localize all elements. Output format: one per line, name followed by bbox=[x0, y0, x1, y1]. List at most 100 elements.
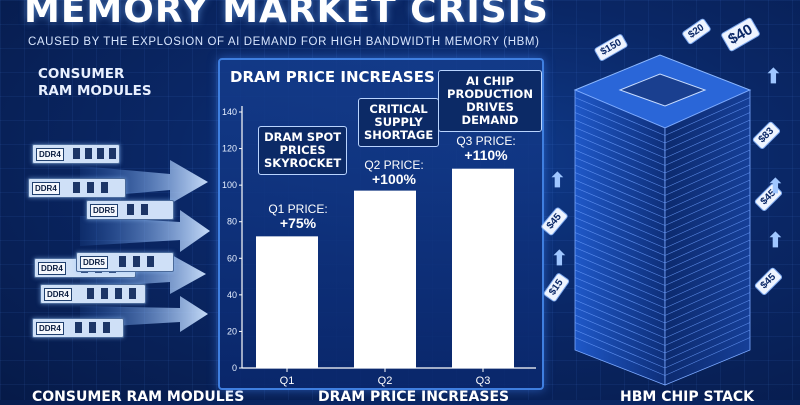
ram-module: DDR4 bbox=[28, 178, 126, 198]
stack-layer-line bbox=[574, 172, 666, 211]
y-tick-label: 100 bbox=[222, 180, 237, 190]
page-title: MEMORY MARKET CRISIS bbox=[24, 0, 549, 31]
stack-layer-line bbox=[664, 149, 751, 189]
consumer-ram-bottom-label: CONSUMER RAM MODULES bbox=[32, 389, 245, 405]
annotation-q2-value: +100% bbox=[372, 171, 416, 187]
ram-chip bbox=[119, 256, 126, 267]
up-arrow-icon: ⬆ bbox=[765, 66, 782, 88]
callout-q3: AI CHIP PRODUCTION DRIVES DEMAND bbox=[438, 70, 542, 132]
stack-layer-line bbox=[574, 262, 666, 301]
stack-layer-line bbox=[664, 239, 751, 279]
stack-layer-line bbox=[664, 142, 751, 181]
stack-layer-line bbox=[574, 292, 666, 331]
ram-module-label: DDR4 bbox=[38, 262, 66, 275]
y-tick-label: 140 bbox=[222, 107, 237, 117]
stack-top-chip bbox=[618, 73, 707, 107]
stack-layer-line bbox=[574, 179, 666, 219]
stack-layer-line bbox=[664, 292, 751, 331]
stack-layer-line bbox=[664, 232, 751, 271]
hbm-chip-stack: $150 $20 $40 $83 $45 $45 $15 $45 ⬆ ⬆ ⬆ ⬆… bbox=[540, 16, 785, 395]
dram-price-chart: 0 20 40 60 80 100 120 140 Q1 Q2 Q3 bbox=[222, 106, 536, 387]
annotation-q2: Q2 PRICE: +100% bbox=[354, 158, 434, 187]
stack-layer-line bbox=[664, 314, 751, 354]
callout-q3-line2: PRODUCTION bbox=[447, 87, 533, 101]
ram-module-label: DDR5 bbox=[80, 256, 108, 269]
callout-q2-line1: CRITICAL bbox=[369, 102, 428, 116]
stack-layer-line bbox=[664, 104, 751, 144]
x-tick-label: Q1 bbox=[280, 375, 295, 387]
page-subtitle: CAUSED BY THE EXPLOSION OF AI DEMAND FOR… bbox=[28, 36, 540, 48]
stack-layer-line bbox=[574, 187, 666, 226]
x-tick-label: Q2 bbox=[378, 375, 393, 387]
stack-front-face bbox=[574, 89, 666, 386]
bar-q3 bbox=[452, 168, 514, 368]
stack-layer-line bbox=[664, 134, 751, 174]
stack-layer-line bbox=[664, 307, 751, 346]
chart-title: DRAM PRICE INCREASES bbox=[230, 68, 435, 86]
stack-layer-line bbox=[574, 307, 666, 346]
chart-bottom-label: DRAM PRICE INCREASES bbox=[318, 389, 510, 405]
stack-layer-line bbox=[664, 337, 751, 376]
y-tick-label: 60 bbox=[227, 253, 237, 263]
consumer-ram-heading-line2: RAM MODULES bbox=[38, 83, 152, 99]
ram-chip bbox=[115, 288, 122, 299]
ram-chip bbox=[103, 322, 110, 333]
stack-layer-line bbox=[574, 149, 666, 189]
stack-layer-line bbox=[574, 202, 666, 241]
stack-layer-line bbox=[664, 254, 751, 294]
ram-module-label: DDR4 bbox=[32, 182, 60, 195]
callout-q1-line1: DRAM SPOT bbox=[264, 130, 342, 144]
consumer-ram-panel: CONSUMER RAM MODULES DDR4 DDR4 DDR5 DD bbox=[20, 56, 210, 386]
stack-layer-line bbox=[574, 164, 666, 204]
stack-layer-line bbox=[664, 284, 751, 324]
stack-layer-line bbox=[574, 232, 666, 271]
stack-layer-line bbox=[574, 97, 666, 136]
stack-side-face bbox=[664, 89, 751, 386]
ram-chip bbox=[89, 322, 96, 333]
stack-layer-line bbox=[574, 217, 666, 256]
stack-layer-line bbox=[574, 134, 666, 174]
y-tick-label: 0 bbox=[232, 363, 237, 373]
ram-chip bbox=[87, 288, 94, 299]
stack-layer-line bbox=[664, 127, 751, 166]
hbm-stack-illustration bbox=[573, 54, 752, 386]
ram-chip bbox=[75, 322, 82, 333]
stack-layer-line bbox=[574, 299, 666, 339]
stack-layer-line bbox=[574, 224, 666, 264]
ram-chip bbox=[87, 182, 94, 193]
ram-chip bbox=[147, 256, 154, 267]
annotation-q3-label: Q3 PRICE: bbox=[456, 134, 516, 148]
stack-layer-line bbox=[664, 119, 751, 159]
stack-layer-line bbox=[574, 314, 666, 354]
ram-chip bbox=[141, 204, 148, 215]
stack-layer-line bbox=[664, 322, 751, 361]
ram-chip bbox=[109, 148, 116, 159]
ram-module: DDR5 bbox=[86, 200, 174, 220]
annotation-q1-label: Q1 PRICE: bbox=[268, 202, 328, 216]
stack-layer-line bbox=[574, 119, 666, 159]
ram-chip bbox=[101, 182, 108, 193]
ram-module-label: DDR4 bbox=[36, 322, 64, 335]
stack-layer-line bbox=[664, 299, 751, 339]
ram-module-label: DDR5 bbox=[90, 204, 118, 217]
stack-layer-line bbox=[574, 127, 666, 166]
stack-layers bbox=[574, 97, 751, 376]
flow-arrow-2 bbox=[80, 210, 210, 252]
ram-chip bbox=[127, 204, 134, 215]
ram-module: DDR4 bbox=[32, 318, 124, 338]
callout-q3-line1: AI CHIP bbox=[466, 74, 514, 88]
callout-q3-line3: DRIVES DEMAND bbox=[461, 100, 519, 127]
consumer-ram-heading-line1: CONSUMER bbox=[38, 66, 125, 82]
callout-q1-line2: PRICES bbox=[279, 143, 326, 157]
stack-layer-line bbox=[664, 277, 751, 316]
stack-layer-line bbox=[664, 112, 751, 151]
stack-layer-line bbox=[664, 209, 751, 249]
stack-layer-line bbox=[574, 269, 666, 309]
stack-layer-line bbox=[664, 179, 751, 219]
stack-layer-line bbox=[574, 209, 666, 249]
stack-layer-line bbox=[664, 164, 751, 204]
stack-layer-line bbox=[574, 104, 666, 144]
up-arrow-icon: ⬆ bbox=[767, 230, 784, 252]
stack-layer-line bbox=[664, 172, 751, 211]
ram-chip bbox=[85, 148, 92, 159]
